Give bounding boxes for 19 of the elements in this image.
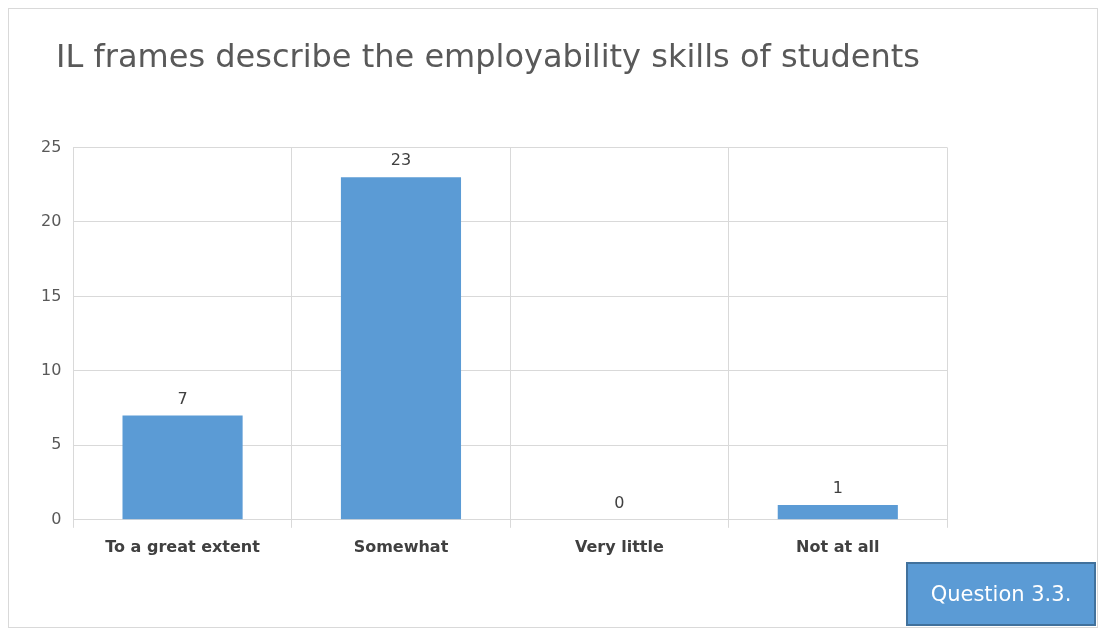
x-tick-label: To a great extent bbox=[105, 536, 261, 556]
x-tick-label: Very little bbox=[574, 536, 664, 556]
data-label: 1 bbox=[832, 478, 843, 498]
y-tick-label: 20 bbox=[41, 211, 62, 231]
data-label: 7 bbox=[177, 388, 188, 408]
bar bbox=[777, 504, 898, 520]
bar bbox=[122, 415, 243, 520]
y-tick-label: 25 bbox=[41, 136, 62, 156]
x-tick-label: Not at all bbox=[796, 536, 880, 556]
text: Question 3.3. bbox=[906, 562, 1096, 626]
y-tick-label: 15 bbox=[41, 285, 62, 305]
y-tick-label: 0 bbox=[51, 508, 62, 528]
x-tick-label: Somewhat bbox=[353, 536, 449, 556]
data-label: 0 bbox=[614, 492, 625, 512]
bar bbox=[340, 177, 462, 520]
y-tick-label: 5 bbox=[51, 434, 62, 454]
chart-title: IL frames describe the employability skills of students bbox=[56, 36, 920, 75]
data-label: 23 bbox=[390, 150, 412, 170]
y-tick-label: 10 bbox=[41, 360, 62, 379]
